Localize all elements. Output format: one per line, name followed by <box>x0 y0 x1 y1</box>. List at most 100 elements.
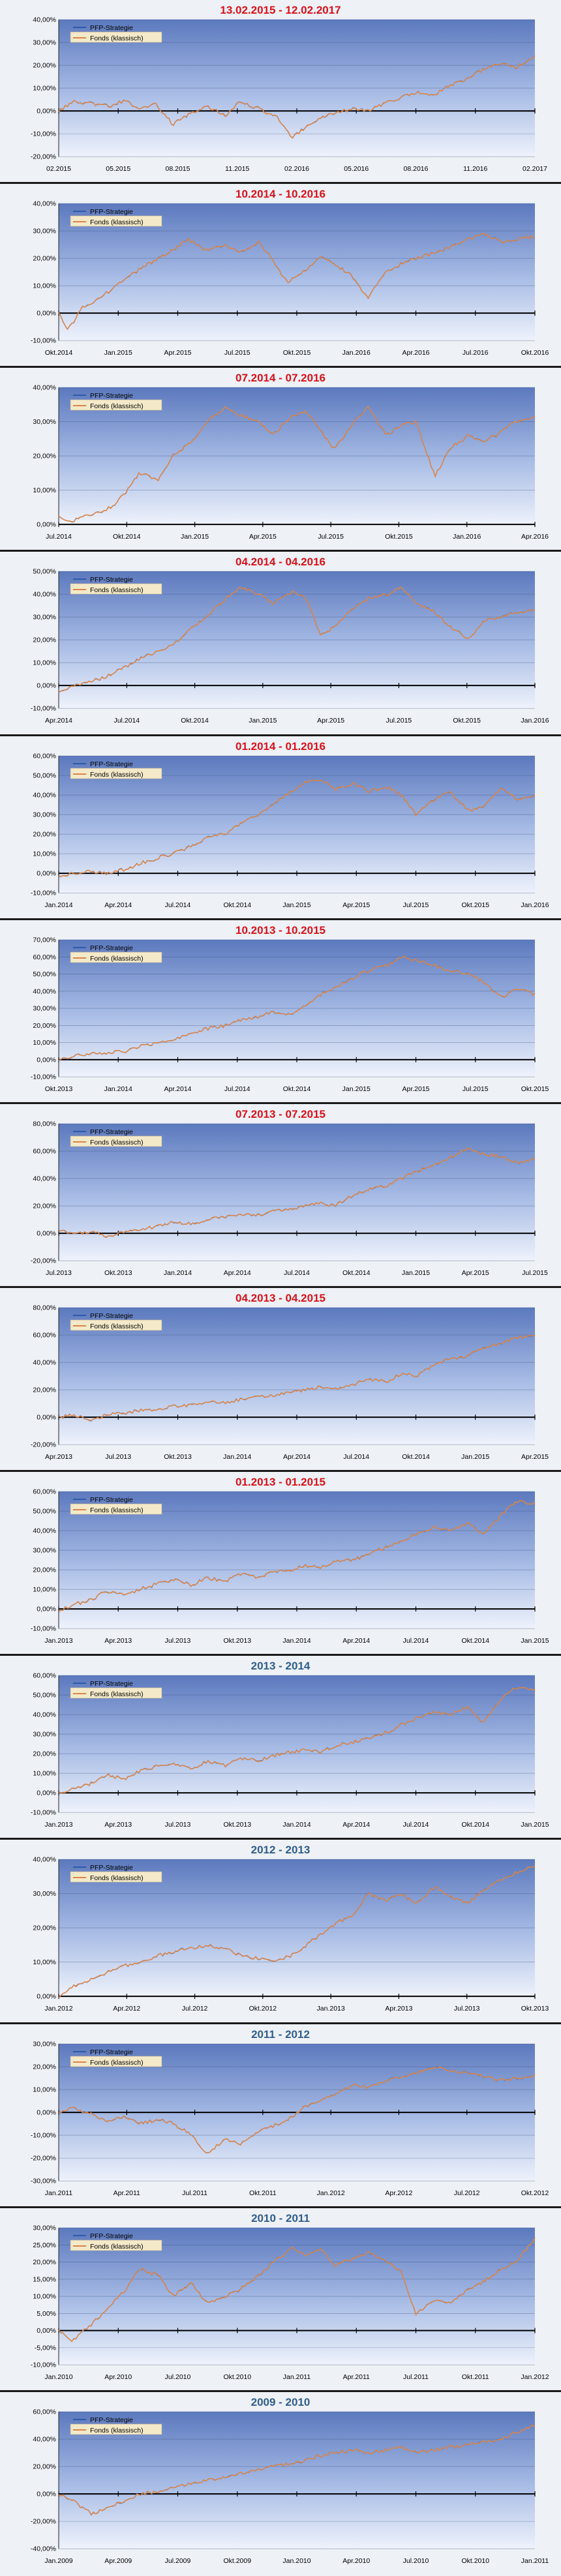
x-tick-label: Jan.2016 <box>521 902 549 909</box>
x-tick-label: Okt.2010 <box>461 2558 489 2565</box>
legend: PFP-Strategie Fonds (klassisch) <box>70 25 162 43</box>
x-tick-label: Jul.2015 <box>403 902 429 909</box>
chart-title: 04.2013 - 04.2015 <box>235 1292 326 1304</box>
line-chart: 80,00% 60,00% 40,00% 20,00% 0,00% -20,00% Apr.… <box>31 1304 549 1461</box>
series-fonds-klassisch-line <box>58 586 536 694</box>
legend-label: PFP-Strategie <box>90 1681 133 1688</box>
chart-title: 2013 - 2014 <box>250 1660 311 1673</box>
y-tick-label: 40,00% <box>33 1360 56 1367</box>
legend-label: Fonds (klassisch) <box>90 2243 144 2251</box>
x-tick-label: Okt.2014 <box>181 718 209 725</box>
legend: PFP-Strategie Fonds (klassisch) <box>70 1313 162 1331</box>
x-tick-label: Apr.2015 <box>342 902 370 909</box>
chart-title: 10.2013 - 10.2015 <box>235 923 326 936</box>
x-tick-label: Okt.2015 <box>385 533 413 541</box>
x-tick-label: Jul.2015 <box>462 1086 489 1093</box>
x-tick-label: Okt.2010 <box>223 2374 251 2381</box>
y-tick-label: 15,00% <box>33 2276 56 2283</box>
x-tick-label: Jul.2013 <box>165 1821 191 1829</box>
x-tick-label: Okt.2013 <box>104 1270 132 1277</box>
x-tick-label: Jan.2015 <box>461 1454 489 1461</box>
y-tick-label: 10,00% <box>33 850 56 858</box>
x-tick-label: 02.2015 <box>46 166 71 173</box>
x-tick-label: 08.2015 <box>166 166 190 173</box>
y-tick-label: 30,00% <box>33 2041 56 2048</box>
y-tick-label: 30,00% <box>33 2224 56 2232</box>
panel-separator <box>0 1838 561 1840</box>
x-tick-label: Jul.2015 <box>224 350 250 357</box>
x-tick-label: Apr.2014 <box>342 1821 370 1829</box>
chart-panel: 2011 - 2012 30,00% 20,00% 10,00% 0,00% -10,00… <box>0 2024 561 2208</box>
chart-panel: 2013 - 2014 60,00% 50,00% 40,00% 30,00% 20,00… <box>0 1656 561 1840</box>
x-tick-label: Jan.2011 <box>45 2190 73 2197</box>
chart-title: 2012 - 2013 <box>250 1844 311 1857</box>
chart-title: 2011 - 2012 <box>251 2028 310 2041</box>
y-tick-label: -30,00% <box>31 2178 56 2185</box>
y-tick-label: 20,00% <box>33 1567 56 1574</box>
y-tick-label: 60,00% <box>33 1489 56 1496</box>
x-tick-label: Okt.2012 <box>521 2190 549 2197</box>
chart-title: 07.2014 - 07.2016 <box>235 372 326 385</box>
y-tick-label: 20,00% <box>33 256 56 263</box>
legend: PFP-Strategie Fonds (klassisch) <box>70 209 162 227</box>
series-fonds-klassisch-line <box>58 2238 536 2343</box>
panel-separator <box>0 1285 561 1288</box>
x-tick-label: 08.2016 <box>404 166 429 173</box>
x-tick-label: 11.2015 <box>225 166 249 173</box>
line-chart: 40,00% 30,00% 20,00% 10,00% 0,00% Jul.2014 Okt… <box>33 385 549 541</box>
panel-separator <box>0 2206 561 2208</box>
y-tick-label: 20,00% <box>33 2463 56 2470</box>
y-tick-label: 30,00% <box>33 811 56 818</box>
x-tick-label: Jul.2010 <box>403 2558 429 2565</box>
x-tick-label: Jul.2015 <box>318 533 344 541</box>
y-tick-label: 30,00% <box>33 419 56 426</box>
y-tick-label: 40,00% <box>33 201 56 208</box>
chart-panel: 2009 - 2010 60,00% 40,00% 20,00% 0,00% -20,00… <box>0 2391 561 2576</box>
legend-label: Fonds (klassisch) <box>90 1875 144 1882</box>
x-tick-label: Apr.2011 <box>114 2190 140 2197</box>
y-tick-label: 10,00% <box>33 85 56 93</box>
chart-panel: 04.2014 - 04.2016 50,00% 40,00% 30,00% 20,00… <box>0 552 561 736</box>
y-tick-label: 60,00% <box>33 2408 56 2416</box>
legend-label: PFP-Strategie <box>90 2049 133 2056</box>
y-tick-label: 40,00% <box>33 1712 56 1719</box>
y-tick-label: 5,00% <box>37 2311 56 2318</box>
x-tick-label: Okt.2013 <box>164 1454 192 1461</box>
series-fonds-klassisch-line <box>58 55 536 139</box>
y-tick-label: 0,00% <box>37 522 56 529</box>
x-tick-label: Okt.2013 <box>521 2006 549 2013</box>
x-tick-label: Okt.2014 <box>461 1821 489 1829</box>
y-tick-label: 10,00% <box>33 283 56 290</box>
legend-label: Fonds (klassisch) <box>90 2059 144 2067</box>
legend: PFP-Strategie Fonds (klassisch) <box>70 1681 162 1699</box>
series-fonds-klassisch-line <box>58 1334 536 1422</box>
panel-separator <box>0 2022 561 2024</box>
y-tick-label: 0,00% <box>37 1994 56 2001</box>
y-tick-label: 60,00% <box>33 1148 56 1155</box>
y-tick-label: -10,00% <box>31 131 56 138</box>
chart-title: 13.02.2015 - 12.02.2017 <box>220 4 341 16</box>
y-tick-label: 50,00% <box>33 569 56 576</box>
legend: PFP-Strategie Fonds (klassisch) <box>70 577 162 595</box>
y-tick-label: 10,00% <box>33 660 56 667</box>
x-tick-label: Okt.2014 <box>45 350 73 357</box>
x-tick-label: Jul.2009 <box>165 2558 191 2565</box>
x-tick-label: Jan.2016 <box>453 533 481 541</box>
y-tick-label: 10,00% <box>33 2086 56 2093</box>
x-tick-label: Okt.2013 <box>223 1821 251 1829</box>
y-tick-label: 60,00% <box>33 1673 56 1680</box>
y-tick-label: 40,00% <box>33 385 56 392</box>
y-tick-label: -20,00% <box>31 2518 56 2525</box>
series-fonds-klassisch-line <box>58 1500 536 1613</box>
y-tick-label: 30,00% <box>33 40 56 47</box>
chart-title: 10.2014 - 10.2016 <box>235 188 326 201</box>
chart-panel: 10.2013 - 10.2015 70,00% 60,00% 50,00% 40,00… <box>0 920 561 1104</box>
y-tick-label: 20,00% <box>33 2063 56 2071</box>
y-tick-label: -10,00% <box>31 1810 56 1817</box>
series-fonds-klassisch-line <box>58 2065 536 2153</box>
x-tick-label: Okt.2015 <box>521 1086 549 1093</box>
y-tick-label: 20,00% <box>33 831 56 838</box>
x-tick-label: Jan.2015 <box>181 533 209 541</box>
x-tick-label: Jan.2014 <box>44 902 72 909</box>
